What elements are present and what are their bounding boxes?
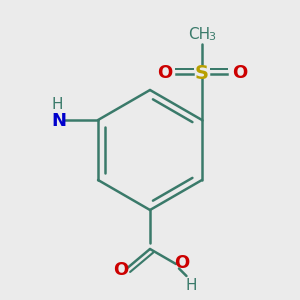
Text: O: O — [232, 64, 247, 82]
Text: O: O — [174, 254, 190, 272]
Text: H: H — [185, 278, 197, 292]
Text: CH: CH — [188, 27, 210, 42]
Text: O: O — [113, 261, 128, 279]
Text: N: N — [52, 112, 67, 130]
Text: 3: 3 — [208, 32, 215, 42]
Text: H: H — [52, 97, 63, 112]
Text: O: O — [157, 64, 172, 82]
Text: S: S — [195, 64, 209, 83]
